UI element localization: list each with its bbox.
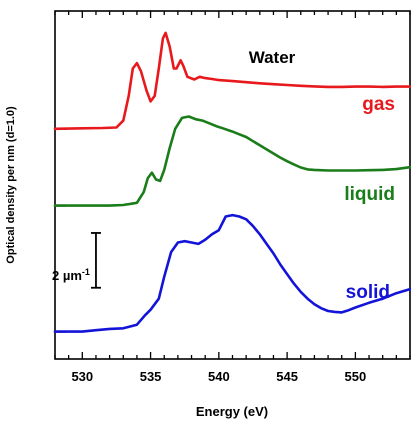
x-tick-label: 530 — [71, 369, 93, 384]
series-labels: gas liquid solid — [344, 94, 395, 303]
x-tick-label: 540 — [208, 369, 230, 384]
series-lines — [53, 31, 411, 333]
series-label-solid: solid — [346, 282, 390, 303]
x-tick-label: 545 — [276, 369, 298, 384]
scale-bar-label: 2 µm — [52, 268, 82, 283]
y-axis-label: Optical density per nm (d=1.0) — [5, 106, 17, 264]
svg-text:2 µm-1: 2 µm-1 — [52, 267, 90, 283]
scale-bar-superscript: -1 — [82, 267, 90, 277]
x-tick-label: 550 — [345, 369, 367, 384]
x-axis-label: Energy (eV) — [196, 404, 268, 419]
x-tick-label: 535 — [140, 369, 162, 384]
x-axis-tick-labels: 530 535 540 545 550 — [71, 369, 366, 384]
scale-bar: 2 µm-1 — [52, 232, 101, 289]
series-label-liquid: liquid — [344, 184, 395, 205]
series-line-liquid — [53, 115, 411, 207]
chart-title: Water — [249, 48, 296, 67]
series-line-gas — [53, 31, 411, 131]
baseline-markers — [55, 127, 66, 333]
x-axis-ticks — [54, 11, 411, 359]
series-line-solid — [53, 213, 411, 333]
series-label-gas: gas — [362, 94, 395, 115]
